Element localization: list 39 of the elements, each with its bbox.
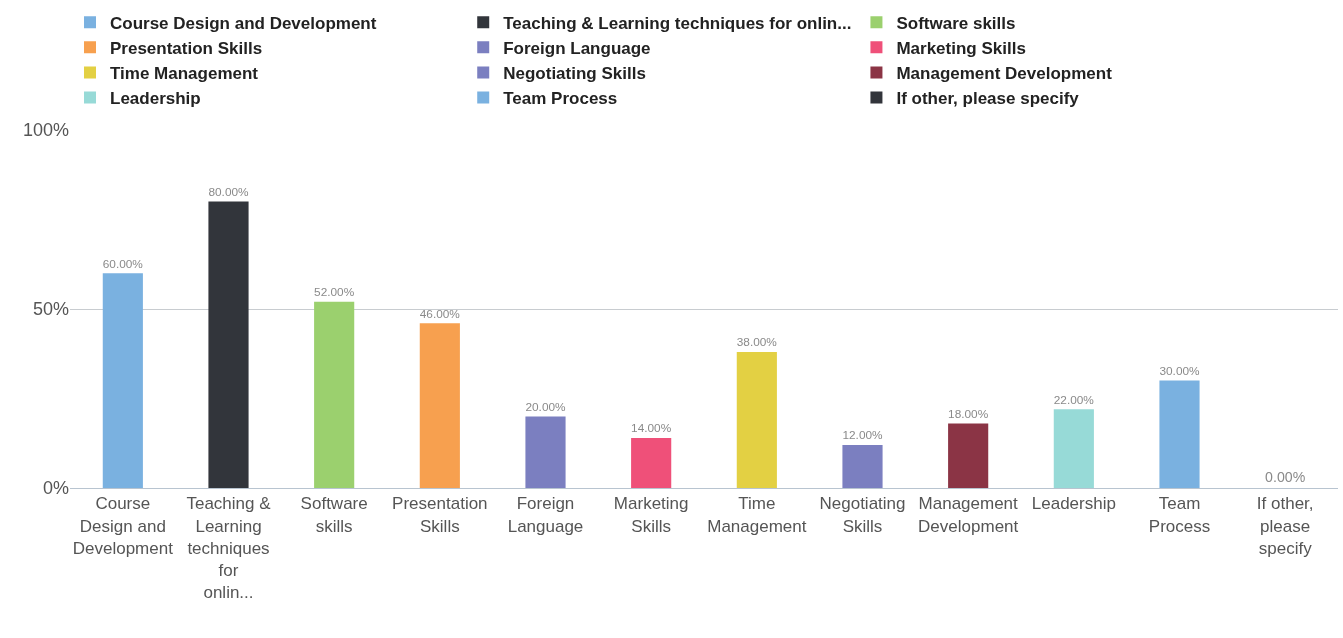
legend-label: Presentation Skills [110,38,263,58]
x-tick-label: Management Development [918,494,1019,536]
y-tick-label: 100% [22,120,69,141]
x-tick-label: Foreign Language [507,494,584,536]
data-label: 12.00% [842,428,884,443]
data-label: 80.00% [208,184,250,199]
data-label: 60.00% [102,256,144,271]
legend-label: Teaching & Learning techniques for onlin... [503,13,852,33]
x-tick-label: Time Management [707,494,807,536]
x-tick-label: Marketing Skills [613,494,689,536]
legend-label: Management Development [896,64,1113,84]
x-tick-label: If other, please specify [1256,494,1314,558]
data-label: 30.00% [1159,363,1201,378]
legend-label: Negotiating Skills [503,64,646,84]
data-label: 14.00% [631,421,672,436]
legend-label: Software skills [896,13,1016,33]
data-label: 38.00% [736,335,778,350]
legend-label: Course Design and Development [110,13,377,33]
data-label: 46.00% [419,306,461,321]
data-label: 52.00% [314,285,355,300]
y-tick-label: 0% [42,478,69,499]
legend-label: Team Process [503,89,618,109]
legend-label: Marketing Skills [896,38,1026,58]
y-tick-label: 50% [32,299,69,320]
x-tick-label: Presentation Skills [392,494,488,536]
legend-label: Leadership [110,89,201,109]
x-tick-label: Teaching & Learning techniques for onlin... [186,494,272,602]
x-tick-label: Software skills [300,494,368,536]
data-label: 0.00% [1265,468,1306,485]
legend-label: Time Management [110,64,259,84]
x-tick-label: Team Process [1148,494,1211,536]
data-label: 22.00% [1053,392,1095,407]
data-label: 20.00% [525,399,567,414]
legend-label: Foreign Language [503,38,651,58]
legend-label: If other, please specify [896,89,1080,109]
x-tick-label: Course Design and Development [72,494,174,558]
x-tick-label: Leadership [1031,494,1116,514]
data-label: 18.00% [948,406,989,421]
x-tick-label: Negotiating Skills [819,494,906,536]
